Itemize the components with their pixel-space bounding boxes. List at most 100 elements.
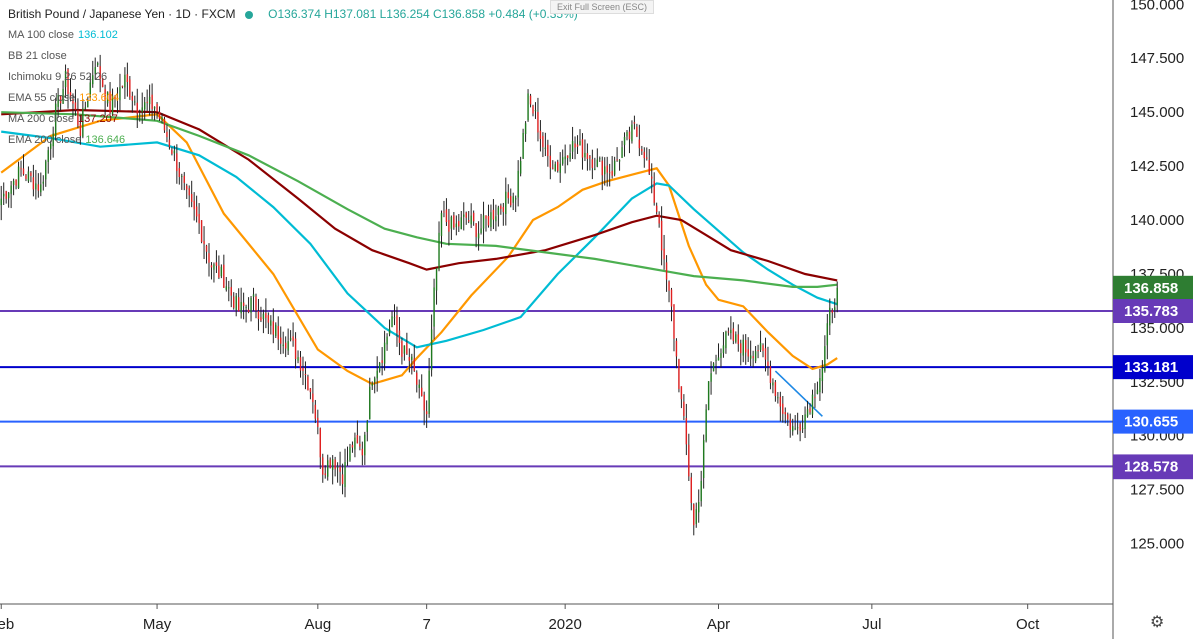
candle <box>707 381 710 411</box>
candle-body <box>574 143 576 148</box>
candle-body <box>653 180 655 203</box>
candle-body <box>779 396 782 407</box>
candle <box>816 381 819 395</box>
indicator-legend-row[interactable]: BB 21 close <box>8 46 578 67</box>
candle-body <box>297 357 299 361</box>
candle-body <box>57 94 59 107</box>
candle-body <box>329 459 331 469</box>
candle-body <box>331 459 334 470</box>
candle-body <box>166 131 168 138</box>
candle-body <box>463 214 465 217</box>
candle <box>618 159 621 171</box>
candle <box>732 322 735 345</box>
price-box-label: 136.858 <box>1124 280 1178 297</box>
candle-body <box>156 103 158 112</box>
candle <box>270 315 272 335</box>
candle-body <box>403 345 406 354</box>
indicator-legend-row[interactable]: Ichimoku 9 26 52 26 <box>8 67 578 88</box>
candle <box>89 73 91 101</box>
interval-label[interactable]: 1D <box>175 7 191 21</box>
candle-body <box>7 192 10 199</box>
candle-body <box>25 175 27 179</box>
candle-body <box>134 101 136 103</box>
candle-body <box>213 264 215 270</box>
indicator-legend-row[interactable]: EMA 55 close 133.604 <box>8 88 578 109</box>
candle-body <box>782 403 784 414</box>
candle <box>487 204 490 228</box>
candle <box>606 156 608 187</box>
candle-body <box>601 160 603 176</box>
candle-body <box>613 160 616 175</box>
candle-body <box>517 170 519 198</box>
price-box[interactable]: 135.783 <box>1113 298 1193 323</box>
candle <box>569 144 571 162</box>
indicator-legend-row[interactable]: MA 100 close 136.102 <box>8 25 578 46</box>
candle <box>836 281 838 313</box>
candle <box>20 160 22 177</box>
price-box[interactable]: 133.181 <box>1113 355 1193 380</box>
candle-body <box>626 132 628 137</box>
candle <box>356 420 359 444</box>
indicator-legend-row[interactable]: MA 200 close 137.207 <box>8 109 578 130</box>
candle <box>559 152 561 183</box>
candle <box>514 195 517 212</box>
candle-body <box>381 360 383 363</box>
candle <box>829 298 831 336</box>
candle-body <box>50 143 52 149</box>
candle-body <box>67 69 69 95</box>
candle <box>322 453 324 483</box>
candle-body <box>413 358 415 371</box>
candle-body <box>581 139 584 158</box>
candle-body <box>282 344 284 347</box>
candle <box>25 174 27 182</box>
candle <box>250 296 252 322</box>
candle-body <box>487 216 490 226</box>
candle-body <box>651 176 653 179</box>
candle <box>284 336 287 358</box>
candle <box>386 333 388 351</box>
candle-body <box>378 362 381 372</box>
candle-body <box>534 110 537 112</box>
candle <box>695 502 697 528</box>
candle-body <box>552 167 554 169</box>
candle <box>30 170 32 183</box>
candle <box>371 381 373 391</box>
settings-gear-icon[interactable]: ⚙ <box>1150 614 1165 631</box>
candle-body <box>101 78 104 88</box>
candle-body <box>475 223 477 237</box>
price-box[interactable]: 130.655 <box>1113 409 1193 434</box>
candle-body <box>319 428 321 458</box>
exit-fullscreen-button[interactable]: Exit Full Screen (ESC) <box>550 0 655 14</box>
candle-body <box>143 102 146 110</box>
candle <box>282 331 284 354</box>
candle-body <box>749 355 752 359</box>
candle-body <box>623 137 626 146</box>
candle-body <box>566 155 569 159</box>
candle <box>557 159 559 173</box>
candle-body <box>638 139 641 149</box>
candle-body <box>554 164 556 171</box>
candle <box>824 335 826 373</box>
candle-body <box>648 159 650 174</box>
candle <box>124 67 126 99</box>
candle <box>547 139 549 167</box>
indicator-legend-row[interactable]: EMA 200 close 136.646 <box>8 130 578 151</box>
symbol-header: British Pound / Japanese Yen · 1D · FXCM… <box>8 7 578 21</box>
candle <box>364 431 366 465</box>
candle <box>809 403 811 415</box>
price-box-bg <box>1113 275 1193 300</box>
candle <box>505 177 507 226</box>
candle-body <box>796 427 799 429</box>
candle-body <box>519 160 522 174</box>
candle <box>752 350 754 368</box>
candle-body <box>210 265 213 268</box>
trendline-layer <box>774 370 823 417</box>
candle-body <box>544 147 547 150</box>
price-box[interactable]: 128.578 <box>1113 454 1193 479</box>
candle-body <box>829 307 831 326</box>
candle-body <box>628 131 631 140</box>
price-box[interactable]: 136.858 <box>1113 275 1193 300</box>
candle-body <box>732 328 735 341</box>
trendline[interactable] <box>774 370 823 417</box>
